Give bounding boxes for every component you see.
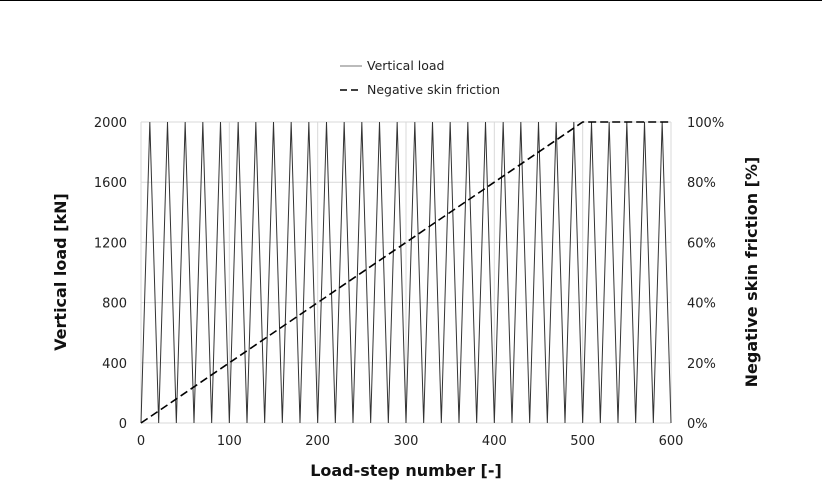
y-tick-label: 2000: [94, 116, 127, 131]
y2-tick-label: 0%: [687, 417, 708, 432]
page-top-rule: [0, 0, 822, 1]
y-tick-label: 1600: [94, 176, 127, 191]
x-tick-label: 500: [570, 434, 595, 449]
grid-lines: [140, 121, 672, 424]
y2-axis-title: Negative skin friction [%]: [742, 157, 761, 388]
y-tick-label: 1200: [94, 236, 127, 251]
y-tick-label: 400: [102, 357, 127, 372]
y2-axis-ticks: 0% 20% 40% 60% 80% 100%: [687, 116, 724, 432]
x-tick-label: 200: [305, 434, 330, 449]
x-tick-label: 100: [217, 434, 242, 449]
series-line-negative-skin-friction: [140, 121, 671, 424]
y-tick-label: 800: [102, 297, 127, 312]
y2-tick-label: 20%: [687, 357, 716, 372]
x-axis-ticks: 0 100 200 300 400 500 600: [137, 434, 684, 449]
x-tick-label: 300: [394, 434, 419, 449]
y2-tick-label: 60%: [687, 236, 716, 251]
y-axis-title: Vertical load [kN]: [51, 193, 70, 351]
legend-label-negative-skin-friction: Negative skin friction: [367, 82, 500, 97]
x-tick-label: 400: [482, 434, 507, 449]
legend-label-vertical-load: Vertical load: [367, 58, 444, 73]
y-axis-ticks: 0 400 800 1200 1600 2000: [94, 116, 127, 432]
series-layer: [140, 121, 672, 424]
legend: Vertical load Negative skin friction: [340, 58, 500, 97]
x-axis-title: Load-step number [-]: [310, 461, 502, 480]
y2-tick-label: 40%: [687, 297, 716, 312]
y2-tick-label: 100%: [687, 116, 724, 131]
series-line-vertical-load: [140, 121, 672, 424]
x-tick-label: 600: [659, 434, 684, 449]
y2-tick-label: 80%: [687, 176, 716, 191]
x-tick-label: 0: [137, 434, 145, 449]
y-tick-label: 0: [119, 417, 127, 432]
